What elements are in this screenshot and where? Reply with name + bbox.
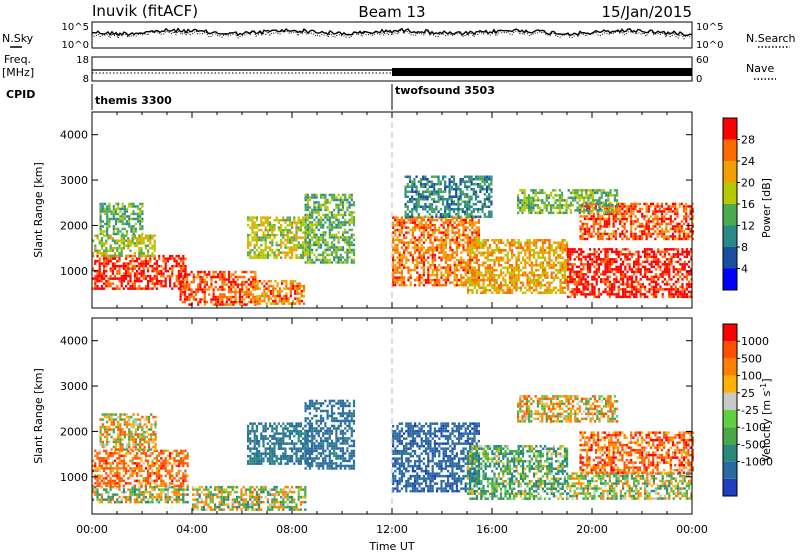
time-tick-3: 12:00 (376, 523, 408, 536)
date-title: 15/Jan/2015 (602, 3, 693, 21)
velocity-ylabel: Slant Range [km] (32, 368, 45, 464)
velocity-cbar-seg-1 (723, 462, 737, 479)
velocity-ytick-1: 2000 (60, 425, 88, 438)
power-cbar-tick-2: 20 (741, 177, 755, 190)
nsky-label: N.Sky (2, 32, 34, 45)
power-ytick-0: 1000 (60, 265, 88, 278)
power-region-2 (100, 203, 144, 236)
nave-tick-high: 60 (696, 55, 709, 66)
cpid-mode-1: themis 3300 (95, 94, 172, 107)
power-cbar-seg-2 (723, 226, 737, 248)
power-ytick-3: 4000 (60, 129, 88, 142)
velocity-ytick-0: 1000 (60, 471, 88, 484)
power-cbar-seg-6 (723, 140, 737, 162)
cpid-mode-2: twofsound 3503 (395, 84, 495, 97)
power-cbar-seg-1 (723, 247, 737, 269)
power-cbar-tick-1: 24 (741, 155, 755, 168)
freq-unit: [MHz] (2, 66, 34, 79)
power-cbar-tick-6: 4 (741, 263, 748, 276)
velocity-cbar-tick-3: 25 (741, 387, 755, 400)
velocity-cbar-seg-6 (723, 376, 737, 393)
velocity-cbar-seg-7 (723, 358, 737, 375)
velocity-cbar-tick-4: -25 (741, 404, 759, 417)
power-cbar-tick-3: 16 (741, 198, 755, 211)
nsearch-tick-low: 10^0 (696, 40, 723, 51)
velocity-cbar-seg-3 (723, 427, 737, 444)
velocity-ytick-3: 4000 (60, 335, 88, 348)
power-cbar-seg-3 (723, 204, 737, 226)
velocity-cbar-tick-2: 100 (741, 370, 762, 383)
velocity-cbar-tick-1: 500 (741, 352, 762, 365)
velocity-region-3 (192, 486, 306, 511)
nave-block-2 (392, 68, 692, 76)
power-cbar-seg-5 (723, 161, 737, 183)
freq-panel: Freq. [MHz] 18 8 60 0 Nave (2, 53, 776, 85)
velocity-ytick-2: 3000 (60, 380, 88, 393)
power-panel: 1000 2000 3000 4000 Slant Range [km] 28 24 20… (32, 112, 773, 308)
nsky-tick-low: 10^0 (62, 40, 89, 51)
velocity-cbar-seg-4 (723, 410, 737, 427)
velocity-cbar-seg-9 (723, 324, 737, 341)
time-tick-4: 16:00 (476, 523, 508, 536)
freq-label: Freq. (4, 53, 31, 66)
velocity-cbar-tick-0: 1000 (741, 335, 769, 348)
velocity-cbar-seg-5 (723, 393, 737, 410)
nsky-panel: N.Sky 10^5 10^0 10^5 10^0 N.Search (2, 22, 796, 51)
velocity-cbar-seg-8 (723, 341, 737, 358)
power-cbar-tick-0: 28 (741, 134, 755, 147)
power-ytick-1: 2000 (60, 219, 88, 232)
cpid-row: CPID themis 3300 twofsound 3503 (6, 84, 495, 110)
velocity-cbar-seg-2 (723, 444, 737, 461)
nave-tick-low: 0 (696, 74, 702, 85)
power-ylabel: Slant Range [km] (32, 162, 45, 258)
cpid-label: CPID (6, 88, 35, 101)
velocity-panel: 1000 2000 3000 4000 Slant Range [km] 1000 50… (32, 318, 773, 514)
nave-label: Nave (746, 62, 774, 75)
freq-trace (92, 68, 692, 76)
nsky-trace (92, 29, 692, 39)
time-tick-1: 04:00 (176, 523, 208, 536)
time-tick-0: 00:00 (76, 523, 108, 536)
power-cbar-tick-4: 12 (741, 220, 755, 233)
velocity-cbar-seg-0 (723, 479, 737, 496)
power-colorbar-label: Power [dB] (760, 178, 773, 238)
time-axis-labels: 00:00 04:00 08:00 12:00 16:00 20:00 00:00 (76, 523, 708, 536)
time-tick-6: 00:00 (676, 523, 708, 536)
time-tick-5: 20:00 (576, 523, 608, 536)
velocity-colorbar-label: Velocity [m s-1] (759, 378, 773, 461)
power-colorbar: 28 24 20 16 12 8 4 (723, 118, 755, 290)
power-cbar-seg-4 (723, 183, 737, 205)
nsearch-tick-high: 10^5 (696, 22, 723, 33)
freq-tick-low: 8 (83, 74, 89, 85)
power-cbar-tick-5: 8 (741, 241, 748, 254)
power-cbar-seg-0 (723, 269, 737, 291)
time-tick-2: 08:00 (276, 523, 308, 536)
nsearch-label: N.Search (746, 32, 796, 45)
power-ytick-2: 3000 (60, 174, 88, 187)
rti-figure: Inuvik (fitACF) Beam 13 15/Jan/2015 N.Sk… (0, 0, 800, 554)
nsky-tick-high: 10^5 (62, 22, 89, 33)
beam-title: Beam 13 (358, 3, 425, 21)
power-cbar-seg-7 (723, 118, 737, 140)
xaxis-label: Time UT (368, 540, 414, 553)
freq-tick-high: 18 (76, 55, 89, 66)
station-title: Inuvik (fitACF) (92, 2, 198, 20)
